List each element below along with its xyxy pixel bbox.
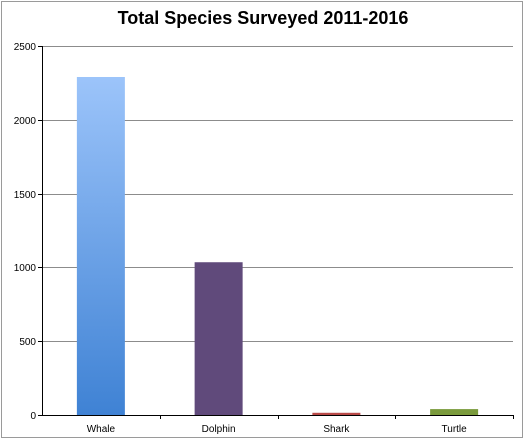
axes [38,46,514,419]
y-tick-label: 1000 [14,263,37,274]
bar-whale [76,76,125,415]
y-tick-label: 500 [19,337,36,348]
x-tick-label: Dolphin [202,424,236,435]
x-tick-label: Whale [87,424,116,435]
x-tick-label: Turtle [442,424,468,435]
y-tick-label: 2500 [14,42,37,53]
y-tick-label: 0 [30,411,36,422]
y-tick-label: 1500 [14,190,37,201]
bar-turtle [430,409,479,415]
bars [76,76,479,415]
y-tick-label: 2000 [14,116,37,127]
bar-dolphin [194,262,243,415]
chart-title: Total Species Surveyed 2011-2016 [117,8,409,28]
x-tick-label: Shark [323,424,350,435]
tick-labels: 0 500 1000 1500 2000 2500 Whale Dolphin Shark Tur… [14,42,467,435]
bar-shark [312,412,361,415]
